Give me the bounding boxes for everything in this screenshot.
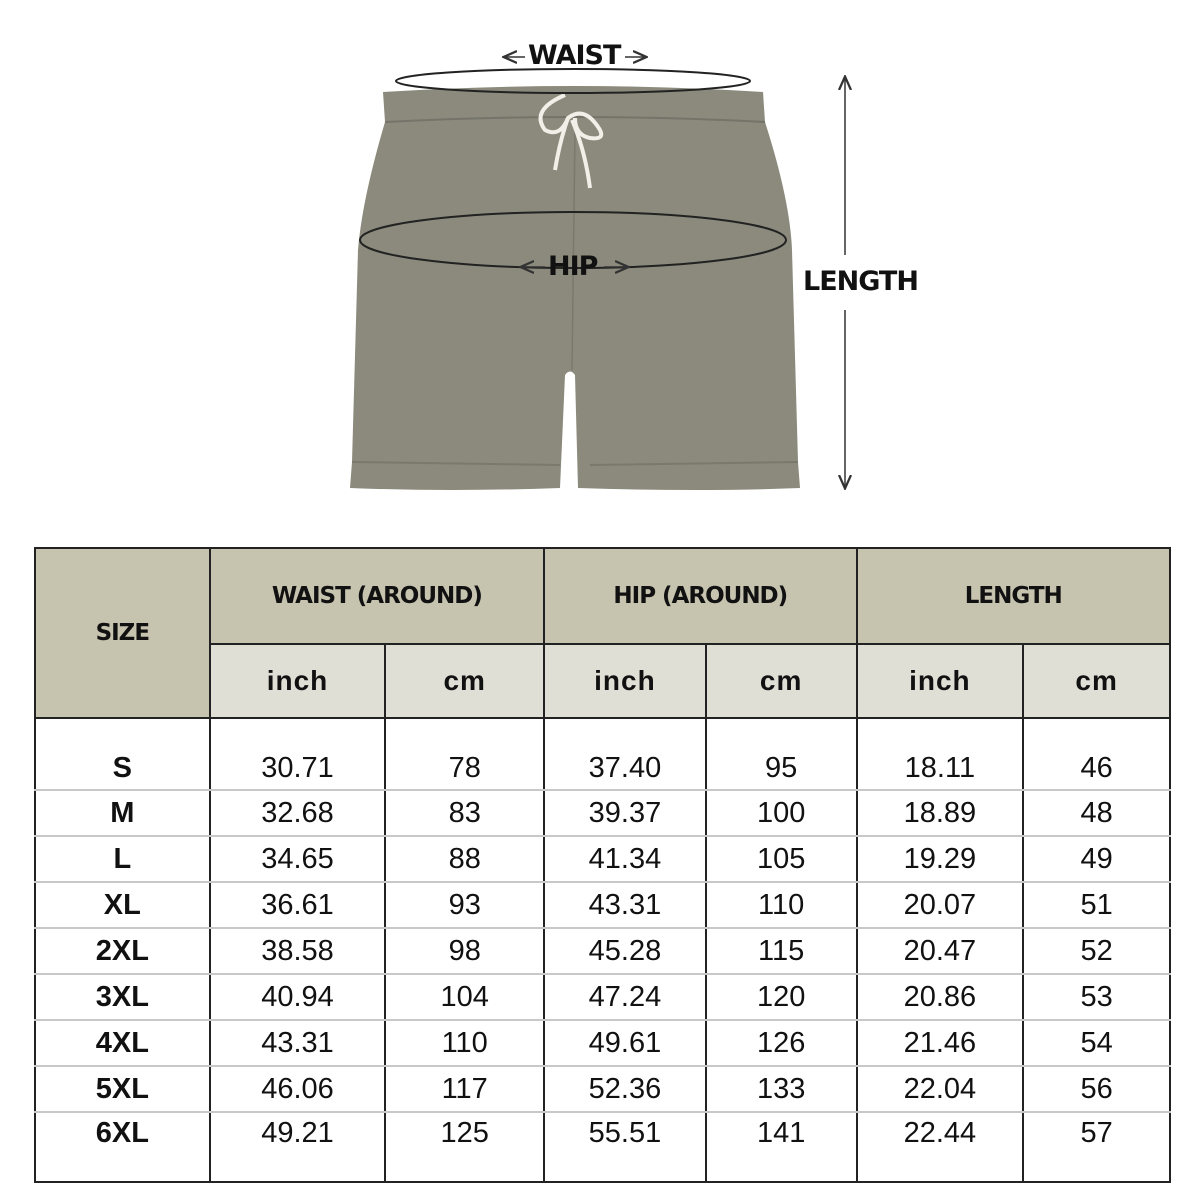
unit-header: cm: [704, 643, 858, 719]
value-cell: 56: [1022, 1066, 1171, 1113]
value-cell: 22.44: [855, 1112, 1025, 1183]
unit-header: cm: [1022, 643, 1171, 719]
value-cell: 18.89: [855, 790, 1025, 837]
table-row: L 34.65 88 41.34 105 19.29 49: [34, 836, 1171, 883]
value-cell: 20.47: [855, 928, 1025, 975]
hip-measure-line: [359, 211, 787, 269]
value-cell: 100: [704, 790, 858, 837]
value-cell: 30.71: [208, 718, 387, 791]
value-cell: 19.29: [855, 836, 1025, 883]
value-cell: 133: [704, 1066, 858, 1113]
value-cell: 49.21: [208, 1112, 387, 1183]
value-cell: 45.28: [543, 928, 707, 975]
size-cell: S: [34, 718, 211, 791]
value-cell: 52: [1022, 928, 1171, 975]
value-cell: 22.04: [855, 1066, 1025, 1113]
waist-label: WAIST: [528, 40, 621, 71]
shorts-garment: [350, 86, 800, 490]
value-cell: 36.61: [208, 882, 387, 929]
waist-measure-line: [395, 68, 751, 94]
size-cell: XL: [34, 882, 211, 929]
value-cell: 32.68: [208, 790, 387, 837]
value-cell: 41.34: [543, 836, 707, 883]
unit-header: inch: [855, 643, 1025, 719]
drawstring: [538, 93, 604, 189]
value-cell: 20.07: [855, 882, 1025, 929]
table-row: 3XL 40.94 104 47.24 120 20.86 53: [34, 974, 1171, 1021]
table-row: S 30.71 78 37.40 95 18.11 46: [34, 718, 1171, 791]
table-row: 2XL 38.58 98 45.28 115 20.47 52: [34, 928, 1171, 975]
value-cell: 20.86: [855, 974, 1025, 1021]
size-cell: 2XL: [34, 928, 211, 975]
size-cell: M: [34, 790, 211, 837]
value-cell: 18.11: [855, 718, 1025, 791]
table-row: 5XL 46.06 117 52.36 133 22.04 56: [34, 1066, 1171, 1113]
value-cell: 117: [384, 1066, 546, 1113]
table-row: 6XL 49.21 125 55.51 141 22.44 57: [34, 1112, 1171, 1183]
value-cell: 126: [704, 1020, 858, 1067]
unit-header: inch: [208, 643, 387, 719]
value-cell: 95: [704, 718, 858, 791]
value-cell: 120: [704, 974, 858, 1021]
value-cell: 53: [1022, 974, 1171, 1021]
size-header: SIZE: [34, 547, 211, 719]
shorts-illustration: [350, 0, 1200, 490]
value-cell: 88: [384, 836, 546, 883]
value-cell: 110: [704, 882, 858, 929]
waist-header: WAIST (AROUND): [208, 547, 546, 645]
value-cell: 105: [704, 836, 858, 883]
value-cell: 55.51: [543, 1112, 707, 1183]
value-cell: 52.36: [543, 1066, 707, 1113]
size-cell: 4XL: [34, 1020, 211, 1067]
value-cell: 21.46: [855, 1020, 1025, 1067]
value-cell: 115: [704, 928, 858, 975]
table-row: M 32.68 83 39.37 100 18.89 48: [34, 790, 1171, 837]
value-cell: 54: [1022, 1020, 1171, 1067]
value-cell: 43.31: [208, 1020, 387, 1067]
value-cell: 104: [384, 974, 546, 1021]
value-cell: 110: [384, 1020, 546, 1067]
value-cell: 125: [384, 1112, 546, 1183]
value-cell: 49.61: [543, 1020, 707, 1067]
value-cell: 141: [704, 1112, 858, 1183]
table-row: XL 36.61 93 43.31 110 20.07 51: [34, 882, 1171, 929]
length-label: LENGTH: [803, 266, 919, 297]
unit-header: cm: [384, 643, 546, 719]
value-cell: 46: [1022, 718, 1171, 791]
value-cell: 38.58: [208, 928, 387, 975]
size-cell: 3XL: [34, 974, 211, 1021]
hip-label: HIP: [548, 251, 598, 282]
value-cell: 51: [1022, 882, 1171, 929]
value-cell: 46.06: [208, 1066, 387, 1113]
value-cell: 93: [384, 882, 546, 929]
value-cell: 83: [384, 790, 546, 837]
size-cell: 5XL: [34, 1066, 211, 1113]
value-cell: 47.24: [543, 974, 707, 1021]
value-cell: 40.94: [208, 974, 387, 1021]
value-cell: 78: [384, 718, 546, 791]
value-cell: 39.37: [543, 790, 707, 837]
unit-header: inch: [543, 643, 707, 719]
value-cell: 34.65: [208, 836, 387, 883]
value-cell: 49: [1022, 836, 1171, 883]
length-header: LENGTH: [855, 547, 1172, 645]
size-chart-table: SIZE WAIST (AROUND) HIP (AROUND) LENGTH …: [34, 547, 1172, 1183]
value-cell: 48: [1022, 790, 1171, 837]
value-cell: 43.31: [543, 882, 707, 929]
size-cell: 6XL: [34, 1112, 211, 1183]
table-row: 4XL 43.31 110 49.61 126 21.46 54: [34, 1020, 1171, 1067]
value-cell: 57: [1022, 1112, 1171, 1183]
hip-header: HIP (AROUND): [543, 547, 858, 645]
value-cell: 37.40: [543, 718, 707, 791]
value-cell: 98: [384, 928, 546, 975]
size-cell: L: [34, 836, 211, 883]
